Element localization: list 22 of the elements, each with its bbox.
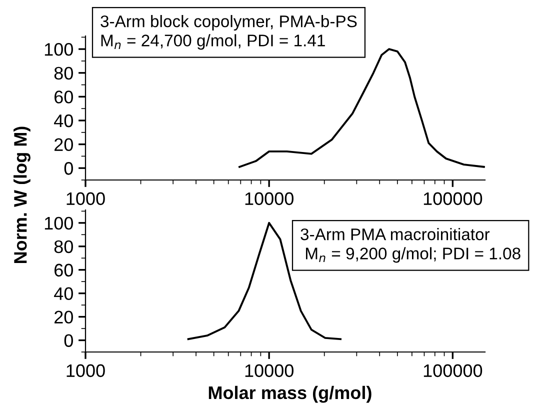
y-tick-label: 40	[54, 114, 73, 128]
x-tick-label: 10000	[245, 192, 294, 206]
y-tick-label: 60	[54, 264, 73, 277]
y-tick-label: 80	[54, 66, 73, 80]
x-axis-title: Molar mass (g/mol)	[208, 386, 372, 403]
y-tick-label: 20	[54, 138, 73, 152]
y-tick-label: 40	[54, 287, 73, 300]
y-tick-label: 100	[44, 216, 73, 230]
x-tick-label: 100000	[424, 364, 482, 378]
y-tick-label: 0	[64, 162, 73, 175]
y-axis-title: Norm. W (log M)	[14, 126, 30, 263]
annotation: 3-Arm PMA macroinitiator M$_{n}$ = 9,200 g/mol; PDI = 1.08	[300, 228, 520, 263]
x-tick-label: 1000	[66, 192, 105, 206]
y-tick-label: 60	[54, 90, 73, 104]
x-tick-label: 100000	[424, 192, 482, 206]
annotation: 3-Arm block copolymer, PMA-b-PS M$_{n}$ = 24,700 g/mol, PDI = 1.41	[100, 15, 357, 50]
x-tick-label: 10000	[245, 364, 294, 378]
x-tick-label: 1000	[66, 364, 105, 378]
y-tick-label: 0	[64, 334, 73, 347]
y-tick-label: 100	[44, 43, 73, 56]
y-tick-label: 20	[54, 310, 73, 324]
y-tick-label: 80	[54, 240, 73, 254]
